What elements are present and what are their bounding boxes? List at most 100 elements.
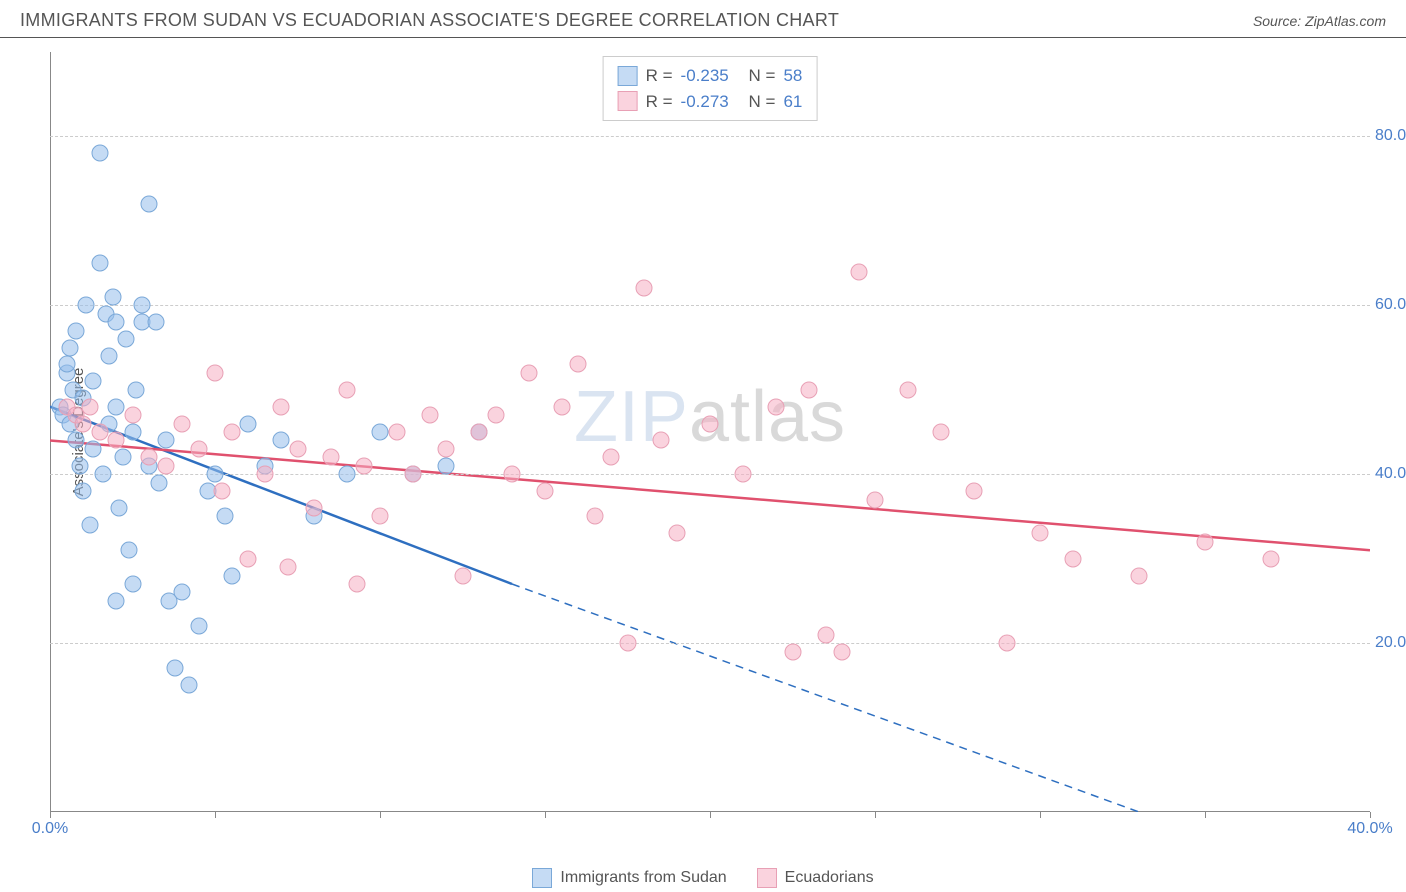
scatter-point: [471, 424, 488, 441]
scatter-point: [91, 255, 108, 272]
scatter-point: [1197, 533, 1214, 550]
correlation-legend-row: R =-0.273N =61: [618, 89, 803, 115]
scatter-point: [603, 449, 620, 466]
scatter-point: [1131, 567, 1148, 584]
scatter-point: [553, 398, 570, 415]
x-tick: [50, 812, 51, 818]
scatter-point: [75, 483, 92, 500]
r-value: -0.235: [681, 63, 741, 89]
x-tick: [1370, 812, 1371, 818]
source-attribution: Source: ZipAtlas.com: [1253, 13, 1386, 29]
scatter-point: [71, 457, 88, 474]
scatter-point: [240, 415, 257, 432]
scatter-point: [339, 381, 356, 398]
scatter-point: [127, 381, 144, 398]
scatter-point: [487, 407, 504, 424]
n-label: N =: [749, 89, 776, 115]
scatter-point: [735, 466, 752, 483]
n-value: 58: [783, 63, 802, 89]
gridline-h: [50, 136, 1370, 137]
scatter-point: [339, 466, 356, 483]
scatter-point: [850, 263, 867, 280]
y-tick-label: 60.0%: [1375, 296, 1406, 314]
scatter-point: [91, 424, 108, 441]
y-axis-line: [50, 52, 51, 812]
scatter-point: [570, 356, 587, 373]
scatter-point: [108, 432, 125, 449]
scatter-point: [216, 508, 233, 525]
scatter-point: [801, 381, 818, 398]
gridline-h: [50, 643, 1370, 644]
scatter-point: [273, 398, 290, 415]
scatter-point: [75, 415, 92, 432]
legend-swatch: [757, 868, 777, 888]
scatter-point: [273, 432, 290, 449]
scatter-point: [355, 457, 372, 474]
scatter-point: [81, 398, 98, 415]
scatter-point: [586, 508, 603, 525]
scatter-point: [240, 550, 257, 567]
x-tick: [1040, 812, 1041, 818]
correlation-legend: R =-0.235N =58R =-0.273N =61: [603, 56, 818, 121]
scatter-point: [348, 576, 365, 593]
scatter-point: [174, 415, 191, 432]
scatter-point: [147, 314, 164, 331]
x-tick: [875, 812, 876, 818]
r-value: -0.273: [681, 89, 741, 115]
scatter-point: [207, 466, 224, 483]
scatter-point: [84, 440, 101, 457]
scatter-point: [114, 449, 131, 466]
x-tick: [1205, 812, 1206, 818]
x-tick: [710, 812, 711, 818]
scatter-point: [101, 348, 118, 365]
y-tick-label: 80.0%: [1375, 127, 1406, 145]
scatter-point: [933, 424, 950, 441]
legend-swatch: [618, 91, 638, 111]
series-legend-label: Ecuadorians: [785, 869, 874, 887]
series-legend-item: Immigrants from Sudan: [532, 868, 726, 888]
scatter-point: [504, 466, 521, 483]
scatter-point: [68, 322, 85, 339]
title-bar: IMMIGRANTS FROM SUDAN VS ECUADORIAN ASSO…: [0, 0, 1406, 38]
scatter-point: [223, 567, 240, 584]
scatter-point: [94, 466, 111, 483]
scatter-point: [636, 280, 653, 297]
watermark-bold: ZIP: [574, 377, 689, 457]
scatter-point: [121, 542, 138, 559]
scatter-point: [157, 432, 174, 449]
x-tick: [545, 812, 546, 818]
scatter-point: [111, 500, 128, 517]
scatter-point: [190, 440, 207, 457]
x-tick-label: 40.0%: [1347, 820, 1392, 838]
scatter-point: [388, 424, 405, 441]
chart-title: IMMIGRANTS FROM SUDAN VS ECUADORIAN ASSO…: [20, 10, 839, 31]
scatter-point: [207, 364, 224, 381]
scatter-point: [78, 297, 95, 314]
x-tick: [380, 812, 381, 818]
x-tick-label: 0.0%: [32, 820, 68, 838]
correlation-legend-row: R = -0.235 N = 58: [618, 63, 803, 89]
scatter-point: [999, 635, 1016, 652]
scatter-point: [134, 297, 151, 314]
scatter-point: [108, 592, 125, 609]
trend-line-solid: [50, 440, 1370, 550]
series-legend-item: Ecuadorians: [757, 868, 874, 888]
scatter-point: [372, 424, 389, 441]
scatter-point: [322, 449, 339, 466]
scatter-point: [438, 440, 455, 457]
y-tick-label: 40.0%: [1375, 465, 1406, 483]
scatter-point: [669, 525, 686, 542]
scatter-point: [124, 576, 141, 593]
scatter-point: [619, 635, 636, 652]
legend-swatch: [532, 868, 552, 888]
scatter-point: [279, 559, 296, 576]
r-label: R =: [646, 63, 673, 89]
scatter-point: [1032, 525, 1049, 542]
r-label: R =: [646, 89, 673, 115]
scatter-point: [141, 449, 158, 466]
scatter-point: [900, 381, 917, 398]
gridline-h: [50, 474, 1370, 475]
n-label: N =: [749, 63, 776, 89]
scatter-point: [966, 483, 983, 500]
scatter-point: [68, 432, 85, 449]
